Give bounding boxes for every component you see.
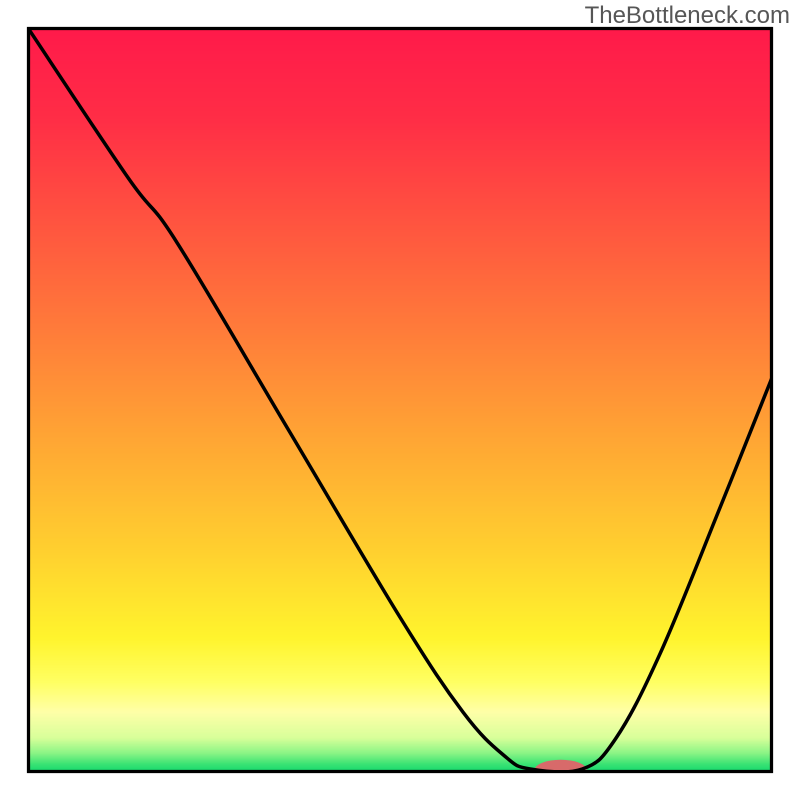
plot-frame: [29, 29, 772, 772]
chart-root: TheBottleneck.com: [0, 0, 800, 800]
watermark-text: TheBottleneck.com: [585, 2, 790, 30]
bottleneck-curve: [28, 28, 772, 772]
curve-overlay: [0, 0, 800, 800]
